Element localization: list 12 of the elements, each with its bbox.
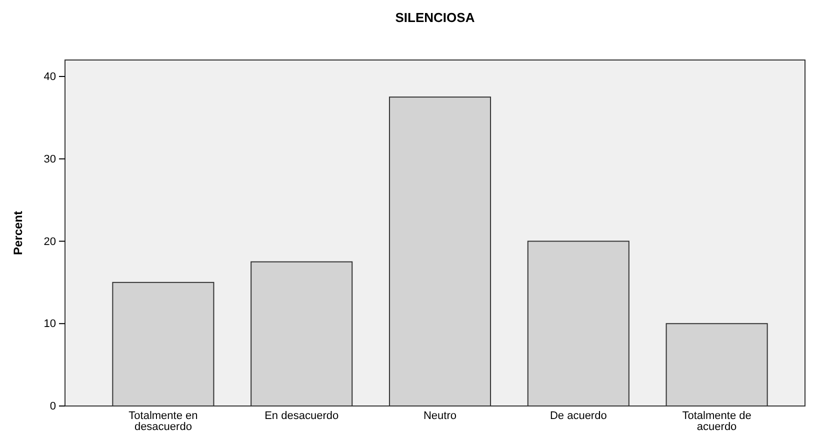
y-axis-title: Percent xyxy=(11,210,25,256)
y-tick-label: 30 xyxy=(44,153,56,166)
y-tick-label: 10 xyxy=(44,318,56,330)
y-tick-label: 40 xyxy=(44,70,56,83)
y-tick-label: 20 xyxy=(44,236,56,248)
x-tick-label: Totalmente de acuerdo xyxy=(682,410,752,433)
x-tick-label: Totalmente en desacuerdo xyxy=(128,410,198,433)
chart-title: SILENCIOSA xyxy=(395,10,476,25)
x-tick-label: Neutro xyxy=(423,410,457,422)
x-tick-label: En desacuerdo xyxy=(264,410,339,422)
y-tick-label: 0 xyxy=(50,400,56,413)
x-tick-label: De acuerdo xyxy=(550,410,607,422)
